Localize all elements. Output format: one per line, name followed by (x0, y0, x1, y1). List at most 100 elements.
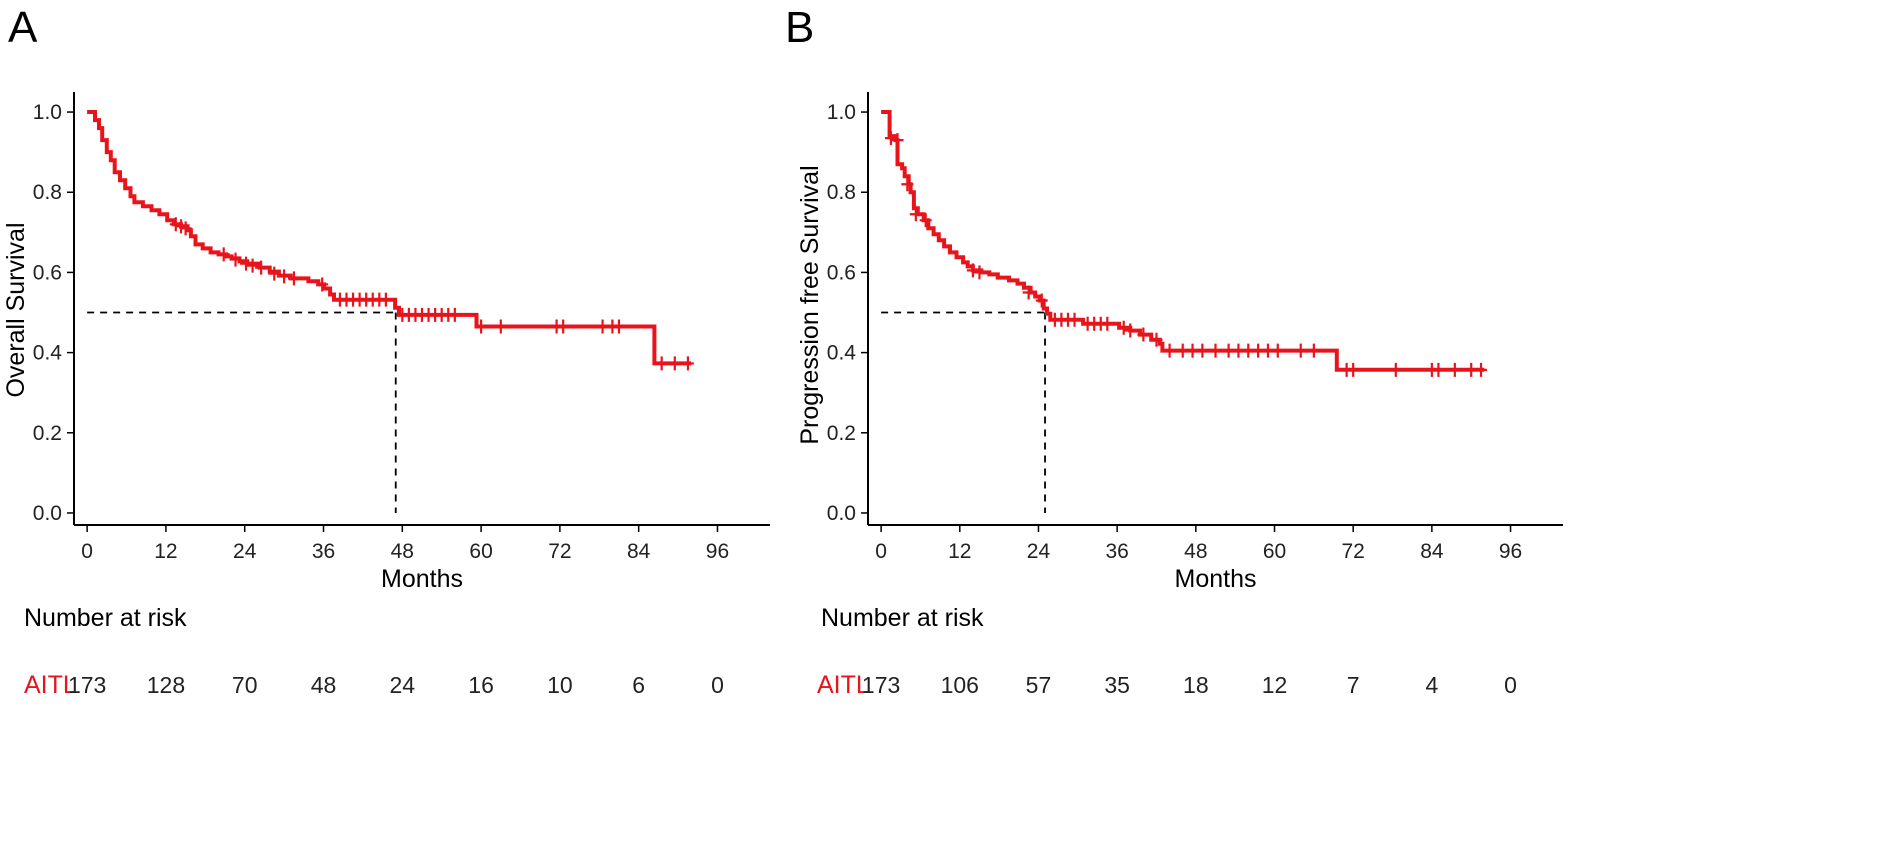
x-tick-label: 48 (1184, 540, 1207, 563)
y-tick-label: 0.4 (33, 342, 63, 365)
censor-mark (1448, 362, 1461, 377)
censor-mark (217, 247, 230, 262)
censor-mark (681, 356, 694, 371)
censor-mark (278, 269, 291, 284)
censor-mark (901, 177, 914, 192)
y-tick-label: 0.0 (827, 502, 856, 525)
censor-mark (240, 256, 253, 271)
y-tick-label: 0.2 (33, 422, 62, 445)
y-tick-label: 0.4 (827, 342, 857, 365)
risk-count: 16 (468, 672, 494, 698)
censor-mark (255, 260, 268, 275)
censor-mark (1068, 312, 1081, 327)
censor-mark (1101, 316, 1114, 331)
censor-mark (268, 266, 281, 281)
x-tick-label: 72 (1342, 540, 1365, 563)
censor-mark (1124, 323, 1137, 338)
x-tick-label: 12 (948, 540, 971, 563)
censor-mark (557, 319, 570, 334)
censor-mark (1137, 327, 1150, 342)
x-axis-title: Months (1175, 565, 1257, 593)
censor-mark (655, 356, 668, 371)
y-tick-label: 0.8 (33, 181, 62, 204)
censor-mark (287, 271, 300, 286)
censor-mark (966, 263, 979, 278)
censor-mark (1022, 285, 1035, 300)
risk-count: 173 (862, 672, 900, 698)
x-tick-label: 12 (154, 540, 177, 563)
censor-mark (1035, 293, 1048, 308)
y-tick-label: 0.6 (827, 261, 856, 284)
x-tick-label: 36 (1105, 540, 1128, 563)
censor-mark (1163, 343, 1176, 358)
y-tick-label: 1.0 (33, 101, 62, 124)
panel-label: B (785, 3, 814, 52)
y-tick-label: 0.0 (33, 502, 62, 525)
censor-mark (884, 131, 897, 146)
risk-count: 106 (941, 672, 979, 698)
risk-count: 6 (632, 672, 645, 698)
censor-mark (1307, 343, 1320, 358)
risk-table-strata-label: AITL (24, 671, 77, 699)
y-axis-title: Overall Survival (2, 222, 30, 397)
censor-mark (316, 277, 329, 292)
x-tick-label: 0 (81, 540, 93, 563)
censor-mark (229, 252, 242, 267)
panel-a: A0.00.20.40.60.81.00 12 24 36 48 60 72 84 96Mont… (2, 3, 770, 699)
y-tick-label: 0.8 (827, 181, 856, 204)
censor-mark (1389, 362, 1402, 377)
censor-mark (919, 213, 932, 228)
risk-count: 48 (311, 672, 337, 698)
panel-label: A (8, 3, 38, 52)
x-axis-title: Months (381, 565, 463, 593)
y-tick-label: 0.6 (33, 261, 62, 284)
risk-count: 18 (1183, 672, 1209, 698)
censor-mark (1196, 343, 1209, 358)
x-tick-label: 84 (1420, 540, 1444, 563)
x-tick-label: 96 (706, 540, 729, 563)
survival-curve (881, 110, 1485, 372)
risk-count: 70 (232, 672, 258, 698)
risk-count: 35 (1104, 672, 1130, 698)
censor-mark (1117, 320, 1130, 335)
risk-count: 10 (547, 672, 573, 698)
censor-mark (909, 207, 922, 222)
x-tick-label: 84 (627, 540, 651, 563)
risk-table-title: Number at risk (821, 604, 984, 632)
censor-mark (448, 307, 461, 322)
censor-mark (1475, 362, 1488, 377)
risk-count: 4 (1425, 672, 1438, 698)
x-tick-label: 24 (1027, 540, 1051, 563)
x-tick-label: 48 (391, 540, 414, 563)
censor-mark (475, 319, 488, 334)
risk-count: 24 (390, 672, 416, 698)
risk-count: 7 (1347, 672, 1360, 698)
x-tick-label: 36 (312, 540, 335, 563)
censor-mark (1294, 343, 1307, 358)
censor-mark (179, 221, 192, 236)
x-tick-label: 96 (1499, 540, 1522, 563)
risk-count: 0 (711, 672, 724, 698)
risk-count: 12 (1262, 672, 1288, 698)
risk-table-title: Number at risk (24, 604, 187, 632)
y-tick-label: 0.2 (827, 422, 856, 445)
x-tick-label: 60 (1263, 540, 1286, 563)
panel-b: B 0.0 0.2 0.4 0.6 0.8 1.0 0 12 24 36 48 60 72 84 96 Mont… (785, 3, 1563, 699)
risk-count: 173 (68, 672, 106, 698)
censor-mark (1432, 362, 1445, 377)
censor-mark (1209, 343, 1222, 358)
survival-curve (87, 110, 692, 366)
risk-count: 128 (147, 672, 185, 698)
censor-mark (1347, 362, 1360, 377)
censor-mark (169, 217, 182, 232)
censor-mark (379, 292, 392, 307)
censor-mark (1150, 332, 1163, 347)
x-tick-label: 24 (233, 540, 257, 563)
censor-mark (246, 258, 259, 273)
censor-mark (891, 133, 904, 148)
censor-mark (494, 319, 507, 334)
x-tick-label: 0 (875, 540, 887, 563)
x-tick-label: 60 (469, 540, 492, 563)
y-axis-title: Progression free Survival (796, 165, 824, 444)
